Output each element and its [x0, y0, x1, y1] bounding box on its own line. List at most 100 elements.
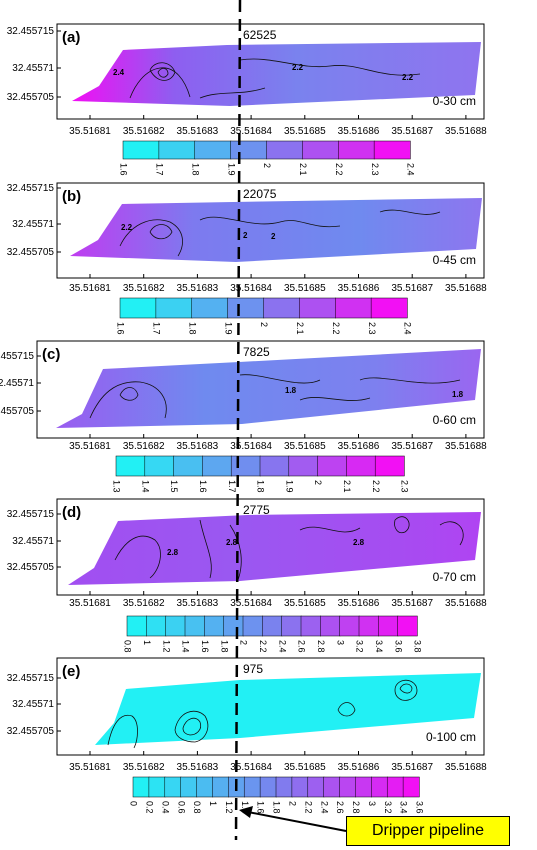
x-tick-label: 35.51683: [177, 126, 219, 137]
colorbar-segment: [300, 615, 321, 637]
contour-value-label: 2.2: [402, 73, 414, 82]
colorbar-tick-label: 0.2: [145, 801, 155, 814]
panel-value: 62525: [243, 28, 277, 42]
y-tick-label: 32.45571: [12, 536, 54, 547]
x-tick-label: 35.51686: [338, 126, 380, 137]
colorbar-tick-label: 1.2: [161, 640, 171, 653]
x-tick-label: 35.51685: [284, 441, 326, 452]
colorbar-segment: [307, 776, 325, 798]
contour-line: [394, 679, 418, 701]
x-tick-label: 35.51687: [391, 762, 433, 773]
colorbar-tick-label: 3: [335, 640, 345, 645]
colorbar-tick-label: 1.4: [240, 801, 250, 814]
x-tick-label: 35.51683: [177, 762, 219, 773]
colorbar-segment: [194, 140, 232, 160]
x-tick-label: 35.51688: [445, 283, 487, 294]
colorbar-tick-label: 0.8: [192, 801, 202, 814]
y-tick-label: 32.45571: [12, 219, 54, 230]
x-tick-label: 35.51686: [338, 762, 380, 773]
contour-line: [229, 524, 242, 581]
panel-label: (b): [62, 188, 81, 205]
colorbar-segment: [148, 776, 166, 798]
contour-line: [299, 397, 371, 401]
x-tick-label: 35.51681: [69, 441, 111, 452]
contour-line: [399, 683, 413, 694]
y-tick-label: 32.455705: [7, 562, 55, 573]
colorbar-tick-label: 2.1: [298, 163, 308, 176]
x-tick-label: 35.51681: [69, 598, 111, 609]
colorbar-segment: [242, 615, 263, 637]
colorbar-tick-label: 2.3: [400, 480, 410, 493]
colorbar: 0 0.2 0.4 0.6 0.8 1 1.2 1.4 1.6 1.8 2 2.2 2.4 2.6 2.8 3…: [129, 776, 425, 814]
y-tick-label: 32.45571: [0, 378, 34, 389]
colorbar-tick-label: 2.8: [316, 640, 326, 653]
colorbar-tick-label: 2.3: [367, 322, 377, 335]
contour-map-area: [68, 512, 481, 585]
x-tick-label: 35.51683: [177, 283, 219, 294]
y-tick-label: 32.455715: [7, 509, 55, 520]
colorbar-segment: [263, 297, 301, 319]
colorbar-segment: [230, 455, 261, 477]
panel-value: 975: [243, 662, 263, 676]
colorbar-segment: [196, 776, 214, 798]
colorbar-segment: [126, 615, 147, 637]
contour-line: [129, 67, 191, 99]
y-tick-label: 32.455705: [0, 406, 34, 417]
colorbar-tick-label: 2.6: [297, 640, 307, 653]
x-tick-label: 35.51686: [338, 283, 380, 294]
contour-line: [394, 516, 410, 534]
x-tick-label: 35.51685: [284, 283, 326, 294]
colorbar-tick-label: 0: [129, 801, 139, 806]
colorbar-tick-label: 2.2: [331, 322, 341, 335]
colorbar-tick-label: 3.6: [393, 640, 403, 653]
contour-line: [114, 535, 161, 579]
x-tick-label: 35.51688: [445, 441, 487, 452]
colorbar-segment: [335, 297, 372, 319]
colorbar-tick-label: 1.2: [224, 801, 234, 814]
x-tick-label: 35.51684: [230, 283, 272, 294]
colorbar-tick-label: 1.7: [155, 163, 165, 176]
x-tick-label: 35.51681: [69, 762, 111, 773]
colorbar-segment: [302, 140, 339, 160]
colorbar-tick-label: 2: [239, 640, 249, 645]
map-panel-5: (e) 975 0-100 cm 32.455715 32.45571 32.455705…: [7, 657, 487, 814]
contour-line: [119, 387, 139, 401]
contour-line: [239, 58, 421, 76]
colorbar-segment: [281, 615, 302, 637]
contour-value-label: 2.2: [121, 223, 133, 232]
colorbar-segment: [358, 615, 379, 637]
dripper-pipeline-callout: Dripper pipeline: [346, 816, 510, 846]
y-tick-label: 32.455705: [7, 726, 55, 737]
x-tick-label: 35.51684: [230, 126, 272, 137]
contour-line: [107, 714, 138, 749]
x-tick-label: 35.51688: [445, 126, 487, 137]
colorbar-segment: [223, 615, 244, 637]
contour-line: [149, 224, 173, 240]
x-tick-label: 35.51686: [338, 441, 380, 452]
colorbar-segment: [119, 297, 157, 319]
x-tick-label: 35.51681: [69, 283, 111, 294]
colorbar-segment: [402, 776, 420, 798]
colorbar-tick-label: 1.9: [284, 480, 294, 493]
panel-value: 2775: [243, 503, 270, 517]
x-tick-label: 35.51682: [123, 762, 165, 773]
colorbar-segment: [339, 615, 360, 637]
colorbar-tick-label: 2: [288, 801, 298, 806]
colorbar-tick-label: 1.6: [119, 163, 129, 176]
x-tick-label: 35.51684: [230, 762, 272, 773]
map-panel-2: (b) 22075 0-45 cm 32.455715 32.45571 32.45570…: [7, 182, 487, 335]
colorbar-tick-label: 1.6: [198, 480, 208, 493]
colorbar: 0.8 1 1.2 1.4 1.6 1.8 2 2.2 2.4 2.6 2.8 3 3.2 3.4 3.6 3…: [123, 615, 423, 653]
colorbar-segment: [259, 455, 290, 477]
colorbar-segment: [158, 140, 196, 160]
y-tick-label: 32.455715: [7, 183, 55, 194]
x-tick-label: 35.51682: [123, 441, 165, 452]
x-tick-label: 35.51683: [177, 441, 219, 452]
colorbar-tick-label: 2.2: [371, 480, 381, 493]
contour-line: [439, 521, 464, 546]
colorbar-segment: [299, 297, 336, 319]
x-tick-label: 35.51684: [230, 441, 272, 452]
colorbar-tick-label: 2: [262, 163, 272, 168]
colorbar-segment: [291, 776, 309, 798]
